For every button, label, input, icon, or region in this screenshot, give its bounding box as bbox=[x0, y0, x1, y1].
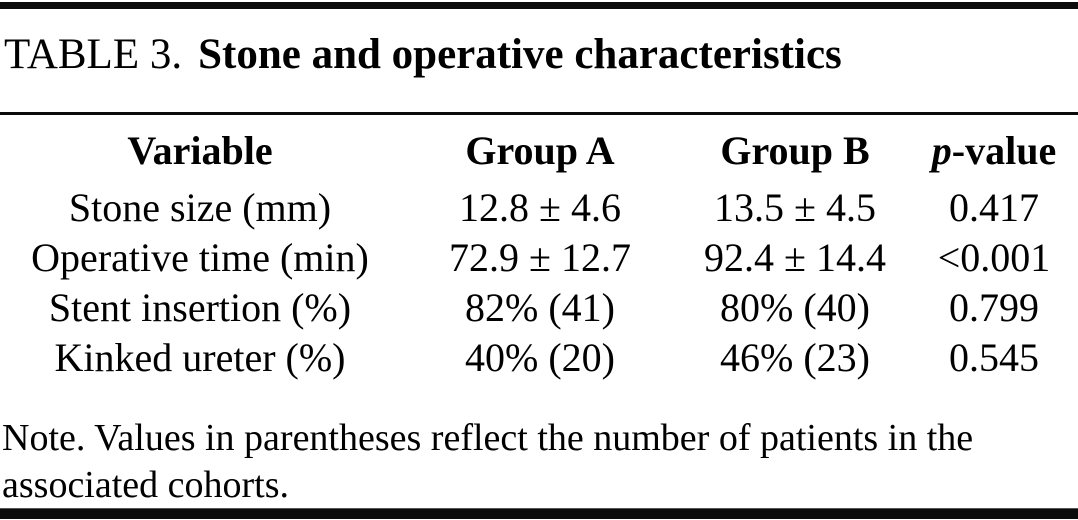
data-table: Variable Group A Group B p-value Stone s… bbox=[0, 117, 1078, 383]
row-variable: Stent insertion (%) bbox=[48, 285, 352, 330]
row-group-b-value: 80% (40) bbox=[720, 285, 870, 330]
row-group-a-value: 82% (41) bbox=[465, 285, 615, 330]
row-group-a-value: 40% (20) bbox=[465, 335, 615, 380]
row-p-value: <0.001 bbox=[937, 235, 1051, 280]
column-header-group-b: Group B bbox=[720, 128, 870, 173]
footnote-line: Note. Values in parentheses reflect the … bbox=[2, 417, 974, 459]
row-group-a-value: 72.9 ± 12.7 bbox=[449, 235, 631, 280]
column-header-group-a: Group A bbox=[465, 128, 615, 173]
row-variable: Kinked ureter (%) bbox=[54, 335, 346, 380]
row-group-a-value: 12.8 ± 4.6 bbox=[459, 185, 621, 230]
column-header-p-value: p-value bbox=[910, 131, 1078, 171]
footnote-line: associated cohorts. bbox=[2, 464, 290, 506]
table-row: Operative time (min) 72.9 ± 12.7 92.4 ± … bbox=[0, 233, 1078, 283]
p-value-italic-p: p bbox=[931, 128, 952, 173]
column-header-variable: Variable bbox=[127, 128, 273, 173]
p-value-suffix: -value bbox=[951, 128, 1057, 173]
table-footnote: Note. Values in parentheses reflect the … bbox=[2, 415, 973, 509]
header-top-rule bbox=[0, 112, 1078, 115]
row-p-value: 0.799 bbox=[949, 285, 1039, 330]
table-title-text: Stone and operative characteristics bbox=[198, 31, 842, 78]
row-p-value: 0.545 bbox=[949, 335, 1039, 380]
row-variable: Operative time (min) bbox=[31, 235, 369, 280]
table-row: Kinked ureter (%) 40% (20) 46% (23) 0.54… bbox=[0, 333, 1078, 383]
table-row: Stone size (mm) 12.8 ± 4.6 13.5 ± 4.5 0.… bbox=[0, 183, 1078, 233]
table-header-row: Variable Group A Group B p-value bbox=[0, 117, 1078, 183]
table-top-rule bbox=[0, 2, 1078, 9]
row-group-b-value: 92.4 ± 14.4 bbox=[704, 235, 886, 280]
row-group-b-value: 46% (23) bbox=[720, 335, 870, 380]
table-number-label: TABLE 3. bbox=[4, 31, 183, 78]
table-row: Stent insertion (%) 82% (41) 80% (40) 0.… bbox=[0, 283, 1078, 333]
row-variable: Stone size (mm) bbox=[68, 185, 332, 230]
table-title: TABLE 3. Stone and operative characterist… bbox=[4, 30, 842, 80]
row-group-b-value: 13.5 ± 4.5 bbox=[714, 185, 876, 230]
row-p-value: 0.417 bbox=[949, 185, 1039, 230]
table-bottom-rule bbox=[0, 508, 1078, 519]
